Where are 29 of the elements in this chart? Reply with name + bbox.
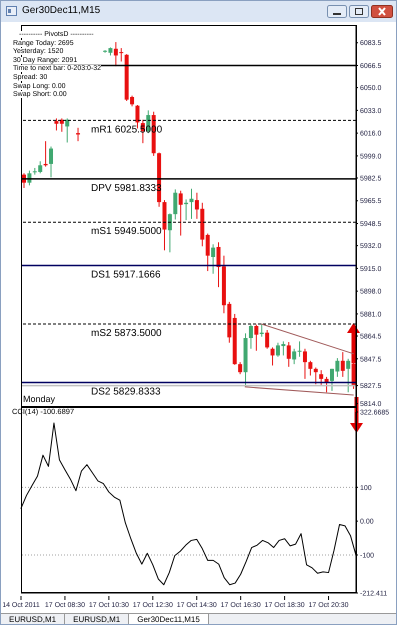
text: Ger30Dec11,M15 [129,614,209,625]
annotation: Monday [23,394,56,404]
candlestick [178,190,183,236]
candlestick [346,358,350,393]
ref-line-label: DS2 5829.8333 [91,386,161,398]
candlestick [65,118,70,144]
candlestick [168,212,172,253]
ref-line-label: mS2 5873.5000 [91,328,162,339]
candlestick [211,244,216,274]
candlestick [238,362,242,375]
candlestick [308,360,312,376]
candlestick [173,188,178,220]
candlestick [340,352,345,378]
candlestick [265,329,270,350]
candlestick [254,324,258,352]
candlestick [260,323,264,338]
chart-title: Ger30Dec11,M15 [22,5,100,16]
candlestick [248,324,253,350]
ref-line-label: DS1 5917.1666 [91,269,161,280]
candlestick [76,127,80,142]
candlestick [302,348,307,380]
candlestick [286,342,291,368]
text: EURUSD,M1 [1,614,66,625]
candlestick [49,146,54,178]
text: EURUSD,M1 [65,614,130,625]
candlestick [319,370,324,386]
candlestick [44,140,48,168]
ref-line-label: mS1 5949.5000 [91,226,162,238]
candlestick [270,346,275,366]
